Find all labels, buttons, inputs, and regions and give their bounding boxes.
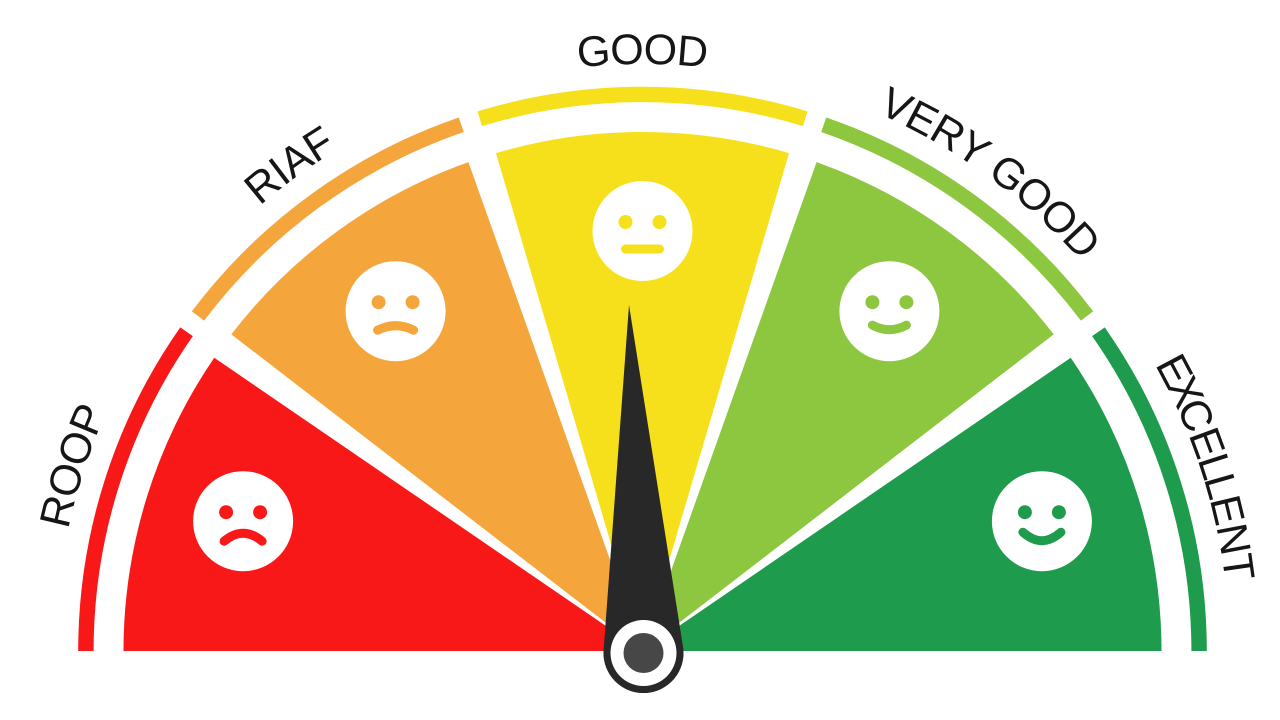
svg-text:O: O xyxy=(610,26,645,75)
svg-text:T: T xyxy=(1212,551,1263,584)
svg-text:D: D xyxy=(675,27,710,77)
svg-text:O: O xyxy=(643,26,678,75)
svg-text:G: G xyxy=(575,27,612,78)
